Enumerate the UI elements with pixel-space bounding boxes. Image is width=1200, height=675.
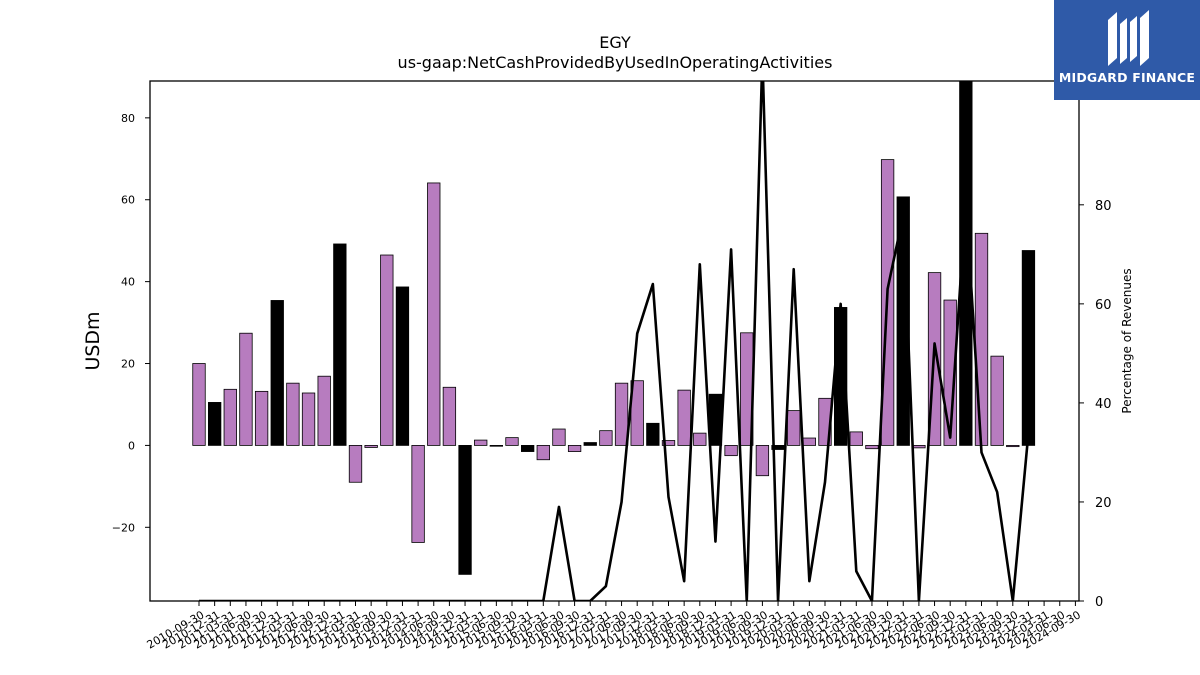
y-tick-label: 0 <box>128 439 135 452</box>
bar-quarter <box>693 432 707 446</box>
bar-quarter <box>865 445 879 450</box>
y2-axis-label: Percentage of Revenues <box>1120 268 1134 413</box>
bar-annual <box>395 286 410 446</box>
bar-annual <box>333 243 347 446</box>
y2-tick-label: 0 <box>1095 595 1103 610</box>
y-tick-label: −20 <box>112 521 135 534</box>
bar-quarter <box>223 388 237 446</box>
bar-annual <box>896 196 910 446</box>
bar-quarter <box>380 254 394 446</box>
bar-quarter <box>567 445 582 452</box>
y-axis-right: 0 20 40 60 80 <box>1079 199 1112 610</box>
y2-tick-label: 20 <box>1095 496 1112 511</box>
x-axis: 2010-09-302010-12-312011-03-312011-06-30… <box>145 601 1083 652</box>
bar-annual <box>270 300 284 446</box>
bar-quarter <box>974 232 989 446</box>
plot-frame <box>149 80 1080 602</box>
bar-quarter <box>552 428 566 446</box>
bar-annual <box>521 445 535 452</box>
bar-quarter <box>286 382 300 446</box>
bar-quarter <box>1006 445 1020 448</box>
bar-quarter <box>677 389 691 446</box>
y-tick-label: 60 <box>121 194 135 207</box>
bar-annual <box>207 402 222 446</box>
bar-quarter <box>755 445 770 477</box>
y-tick-label: 20 <box>121 358 135 371</box>
bar-quarter <box>364 445 378 448</box>
bar-annual <box>458 445 472 575</box>
y-axis-left: −20 0 20 40 60 80 <box>112 112 150 534</box>
bar-quarter <box>254 390 269 446</box>
y-tick-label: 80 <box>121 112 135 125</box>
pct-line-series <box>199 81 1030 601</box>
y-axis-label: USDm <box>82 311 104 370</box>
bar-annual <box>646 422 660 446</box>
logo-mark-icon <box>1108 10 1149 66</box>
bar-annual <box>1021 250 1036 446</box>
y2-tick-label: 40 <box>1095 397 1112 412</box>
bar-quarter <box>990 355 1004 446</box>
bar-quarter <box>317 375 331 446</box>
bar-quarter <box>912 445 926 449</box>
bar-quarter <box>661 440 676 446</box>
y-tick-label: 40 <box>121 276 135 289</box>
chart-subtitle: us-gaap:NetCashProvidedByUsedInOperating… <box>398 53 833 72</box>
chart-title: EGY <box>599 33 631 52</box>
bar-quarter <box>787 410 801 446</box>
bar-quarter <box>427 182 441 446</box>
bar-quarter <box>724 445 738 457</box>
bar-quarter <box>474 439 488 446</box>
bar-quarter <box>192 363 206 446</box>
y2-tick-label: 60 <box>1095 298 1112 313</box>
bar-quarter <box>505 437 519 446</box>
bar-quarter <box>536 445 550 461</box>
midgard-finance-logo: MIDGARD FINANCE <box>1054 0 1200 100</box>
bar-quarter <box>849 431 863 446</box>
bar-quarter <box>614 382 629 446</box>
bar-quarter <box>442 386 457 446</box>
y2-tick-label: 80 <box>1095 199 1112 214</box>
bar-quarter <box>599 430 613 446</box>
bar-quarter <box>301 392 316 446</box>
bar-annual <box>583 442 597 446</box>
bar-quarter <box>239 332 253 446</box>
bar-quarter <box>411 445 425 543</box>
bar-quarter <box>348 445 363 483</box>
bar-quarter <box>802 437 816 446</box>
bar-quarter <box>489 445 504 447</box>
pct-revenues-line <box>199 81 1030 601</box>
